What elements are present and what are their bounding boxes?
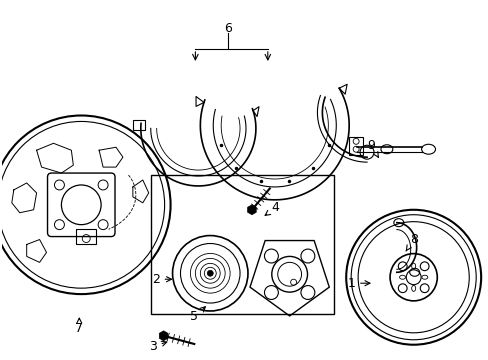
Text: 9: 9 (366, 139, 378, 157)
Bar (150, 175, 334, 314)
Bar (133, 121, 144, 130)
Text: 7: 7 (75, 318, 83, 336)
Text: 5: 5 (190, 307, 205, 323)
Text: 3: 3 (148, 340, 166, 353)
Text: 6: 6 (224, 22, 232, 35)
Polygon shape (247, 205, 256, 215)
Text: 8: 8 (405, 233, 417, 251)
Circle shape (207, 270, 213, 276)
Polygon shape (159, 331, 167, 341)
Text: 1: 1 (346, 277, 369, 290)
Text: 4: 4 (264, 201, 279, 215)
Text: 2: 2 (151, 273, 171, 286)
Bar (348, 137, 362, 155)
Bar (76, 229, 96, 244)
